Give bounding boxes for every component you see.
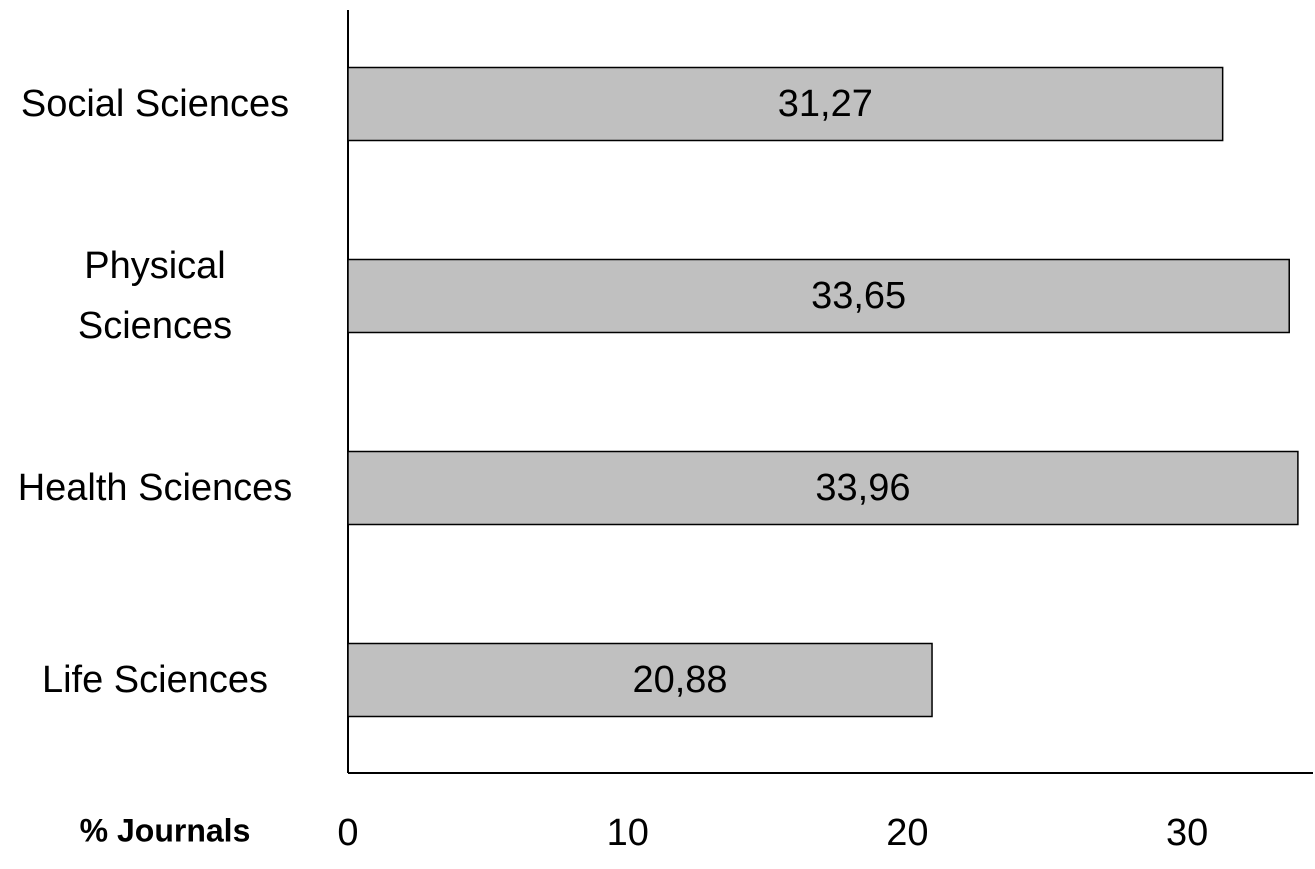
x-tick-label: 0: [337, 812, 358, 854]
y-tick-label: Health Sciences: [17, 467, 293, 509]
data-label: 20,88: [632, 659, 727, 701]
x-tick-label: 20: [886, 812, 928, 854]
x-tick-label: 30: [1166, 812, 1208, 854]
data-label: 33,96: [815, 467, 910, 509]
x-tick-label: 10: [607, 812, 649, 854]
data-label: 31,27: [778, 83, 873, 125]
bar: [347, 66, 1224, 142]
bar: [347, 642, 933, 718]
y-tick-label: Physical Sciences: [77, 245, 233, 347]
data-label: 33,65: [811, 275, 906, 317]
bar: [347, 258, 1290, 334]
bar: [347, 450, 1299, 526]
y-tick-label: Life Sciences: [41, 659, 268, 701]
y-tick-label: Social Sciences: [20, 83, 290, 125]
x-axis-label: % Journals: [80, 812, 251, 848]
